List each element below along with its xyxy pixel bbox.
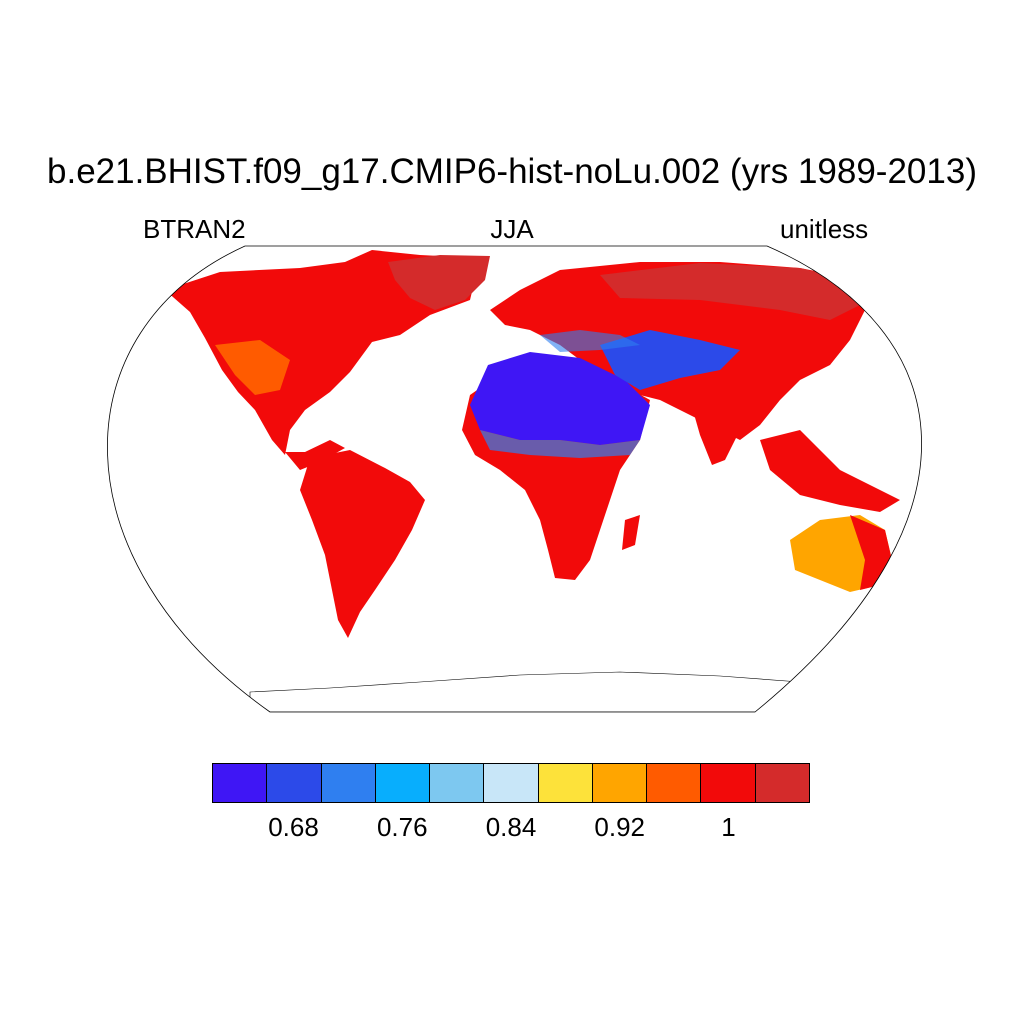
units-label: unitless <box>780 214 869 244</box>
colorbar-box-4 <box>430 764 485 802</box>
colorbar-box-7 <box>592 764 648 802</box>
colorbar-label: 0.92 <box>594 812 646 842</box>
colorbar-label: 1 <box>721 812 736 842</box>
colorbar-box-9 <box>701 764 756 802</box>
colorbar-box-1 <box>267 764 322 802</box>
antarctica-coast <box>249 671 831 712</box>
colorbar-box-8 <box>647 764 702 802</box>
colorbar-box-2 <box>321 764 376 802</box>
australia-edge <box>850 515 892 590</box>
season-label: JJA <box>490 214 534 244</box>
colorbar <box>212 763 810 803</box>
map-title: b.e21.BHIST.f09_g17.CMIP6-hist-noLu.002 … <box>47 152 977 191</box>
colorbar-box-6 <box>538 764 593 802</box>
map-border <box>107 245 922 713</box>
colorbar-box-3 <box>375 764 431 802</box>
colorbar-box-5 <box>484 764 539 802</box>
sahara-low <box>470 352 650 445</box>
greenland <box>388 255 490 310</box>
colorbar-box-10 <box>755 764 809 802</box>
india <box>690 395 745 465</box>
colorbar-label: 0.68 <box>268 812 319 842</box>
sahara-mid <box>480 430 640 458</box>
south-america <box>300 450 425 638</box>
new-zealand <box>895 580 922 615</box>
variable-name: BTRAN2 <box>143 214 246 244</box>
colorbar-label: 0.76 <box>376 812 428 842</box>
madagascar <box>622 515 640 550</box>
north-america <box>165 250 480 455</box>
colorbar-label: 0.84 <box>485 812 537 842</box>
north-america-mixed <box>215 340 290 395</box>
colorbar-box-0 <box>213 764 268 802</box>
europe-mixed <box>540 330 640 352</box>
southeast-asia <box>760 430 900 512</box>
siberia <box>600 263 860 320</box>
central-america <box>285 440 345 470</box>
land-field <box>165 250 922 712</box>
